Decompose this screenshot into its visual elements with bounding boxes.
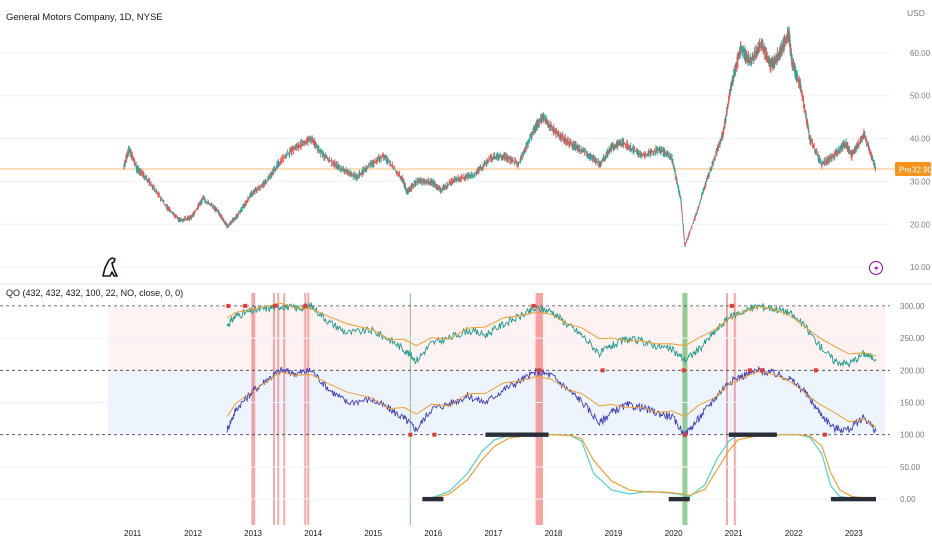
time-tick-label: 2014 [304,529,322,538]
time-tick-label: 2020 [665,529,683,538]
red-signal-band [539,293,542,525]
time-axis[interactable]: 2011 2012 2013 2014 2015 2016 2017 2018 2019 2020… [124,529,863,538]
time-tick-label: 2019 [605,529,623,538]
level-touch-marker [681,368,686,373]
level-touch-marker [682,432,687,437]
level-touch-marker [273,303,278,308]
green-signal-band [409,293,411,525]
indicator-pane-title: QO (432, 432, 432, 100, 22, NO, close, 0… [6,288,183,298]
red-signal-band [307,293,310,525]
price-axis-ticks: 10.00 20.00 30.00 40.00 50.00 60.00 [910,49,931,272]
signal-state-bar [668,496,690,502]
time-tick-label: 2015 [364,529,382,538]
time-tick-label: 2017 [484,529,502,538]
indicator-tick-label: 100.00 [900,431,925,440]
lightning-icon[interactable] [868,260,884,276]
red-signal-band [725,293,728,525]
time-tick-label: 2012 [184,529,202,538]
level-touch-marker [822,432,827,437]
time-tick-label: 2023 [845,529,863,538]
time-tick-label: 2018 [545,529,563,538]
indicator-series-line [422,434,871,500]
indicator-tick-label: 50.00 [900,463,921,472]
indicator-tick-label: 250.00 [900,334,925,343]
time-tick-label: 2022 [785,529,803,538]
indicator-tick-label: 300.00 [900,302,925,311]
horse-icon [102,257,118,277]
red-signal-band [540,293,543,525]
indicator-ma-line [226,302,877,357]
level-touch-marker [729,303,734,308]
price-badge[interactable]: Pre 32.90 [895,162,932,176]
price-pane-title: General Motors Company, 1D, NYSE [6,12,163,23]
indicator-series-line [422,434,871,500]
price-series-group [0,25,895,248]
currency-label: USD [907,8,925,18]
signal-state-bar [830,496,876,502]
signal-state-bar [485,432,549,437]
price-tick-label: 10.00 [910,263,931,272]
price-tick-label: 40.00 [910,135,931,144]
level-touch-marker [600,368,605,373]
red-signal-band [253,293,256,525]
indicator-series-group [226,302,877,502]
indicator-vertical-bands [251,293,736,525]
time-tick-label: 2013 [244,529,262,538]
price-tick-label: 50.00 [910,92,931,101]
indicator-series-line [226,365,877,438]
level-touch-marker [408,432,413,437]
level-touch-marker [537,368,542,373]
level-touch-marker [813,368,818,373]
red-signal-band [537,293,540,525]
red-signal-band [277,293,280,525]
signal-state-bar [422,496,444,502]
price-badge-value: 32.90 [912,166,932,175]
red-signal-band [251,293,254,525]
level-touch-marker [531,303,536,308]
indicator-axis-ticks: 0.00 50.00 100.00 150.00 200.00 250.00 300.00 [900,302,925,504]
price-badge-label: Pre [899,166,912,175]
level-touch-marker [432,432,437,437]
time-tick-label: 2011 [124,529,142,538]
indicator-series-line [226,302,877,368]
red-signal-band [273,293,276,525]
level-touch-marker [243,303,248,308]
level-touch-marker [747,368,752,373]
price-tick-label: 60.00 [910,49,931,58]
indicator-tick-label: 200.00 [900,366,925,375]
level-touch-marker [303,303,308,308]
time-tick-label: 2021 [725,529,743,538]
red-signal-band [304,293,307,525]
indicator-tick-label: 150.00 [900,399,925,408]
price-badge-bg [895,162,931,176]
level-touch-marker [226,303,231,308]
signal-state-bar [728,432,777,437]
price-tick-label: 30.00 [910,177,931,186]
red-signal-band [283,293,286,525]
price-tick-label: 20.00 [910,220,931,229]
time-tick-label: 2016 [424,529,442,538]
level-touch-marker [759,368,764,373]
indicator-ma-line [226,370,877,428]
red-signal-band [535,293,538,525]
indicator-tick-label: 0.00 [900,495,916,504]
green-signal-band [682,293,688,525]
red-signal-band [733,293,736,525]
